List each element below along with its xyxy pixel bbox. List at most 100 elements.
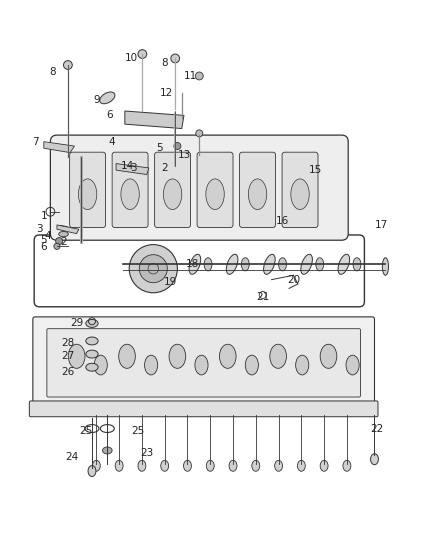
- Ellipse shape: [86, 364, 98, 371]
- Ellipse shape: [189, 254, 201, 274]
- Text: 12: 12: [160, 88, 173, 99]
- Ellipse shape: [346, 355, 359, 375]
- Ellipse shape: [296, 355, 309, 375]
- Text: 28: 28: [61, 338, 74, 348]
- Circle shape: [174, 142, 181, 150]
- Polygon shape: [44, 142, 74, 152]
- Ellipse shape: [226, 254, 238, 274]
- Circle shape: [54, 243, 60, 249]
- Text: 16: 16: [276, 215, 289, 225]
- Circle shape: [138, 50, 147, 59]
- Ellipse shape: [169, 344, 186, 368]
- Ellipse shape: [86, 337, 98, 345]
- Text: 22: 22: [370, 424, 383, 433]
- Text: 15: 15: [309, 165, 322, 175]
- Ellipse shape: [275, 461, 283, 471]
- Text: 25: 25: [79, 426, 92, 436]
- Ellipse shape: [121, 179, 139, 209]
- FancyBboxPatch shape: [47, 329, 360, 397]
- Ellipse shape: [371, 454, 378, 465]
- Ellipse shape: [301, 254, 312, 274]
- Text: 13: 13: [177, 150, 191, 160]
- Ellipse shape: [279, 258, 286, 271]
- Circle shape: [129, 245, 177, 293]
- Ellipse shape: [206, 179, 224, 209]
- Circle shape: [196, 130, 203, 137]
- Ellipse shape: [297, 461, 305, 471]
- Ellipse shape: [252, 461, 260, 471]
- Ellipse shape: [119, 344, 135, 368]
- Ellipse shape: [94, 355, 107, 375]
- Ellipse shape: [163, 179, 182, 209]
- Ellipse shape: [167, 258, 175, 271]
- FancyBboxPatch shape: [33, 317, 374, 409]
- Ellipse shape: [320, 461, 328, 471]
- Circle shape: [139, 255, 167, 282]
- Ellipse shape: [88, 465, 96, 477]
- Ellipse shape: [241, 258, 249, 271]
- Text: 6: 6: [106, 110, 113, 120]
- Ellipse shape: [145, 355, 158, 375]
- Ellipse shape: [68, 344, 85, 368]
- Text: 27: 27: [61, 351, 74, 361]
- FancyBboxPatch shape: [240, 152, 276, 228]
- Text: 5: 5: [40, 235, 47, 245]
- FancyBboxPatch shape: [29, 401, 378, 417]
- FancyBboxPatch shape: [70, 152, 106, 228]
- Text: 17: 17: [374, 220, 388, 230]
- Text: 11: 11: [184, 71, 197, 81]
- FancyBboxPatch shape: [112, 152, 148, 228]
- Ellipse shape: [338, 254, 350, 274]
- Ellipse shape: [316, 258, 324, 271]
- Text: 4: 4: [45, 231, 52, 241]
- Polygon shape: [57, 225, 79, 233]
- Text: 29: 29: [70, 318, 83, 328]
- Ellipse shape: [229, 461, 237, 471]
- Ellipse shape: [184, 461, 191, 471]
- Text: 26: 26: [61, 367, 74, 377]
- Ellipse shape: [86, 350, 98, 358]
- Ellipse shape: [353, 258, 361, 271]
- FancyBboxPatch shape: [155, 152, 191, 228]
- Text: 8: 8: [49, 67, 56, 77]
- Text: 18: 18: [186, 260, 199, 269]
- Ellipse shape: [59, 231, 68, 237]
- Ellipse shape: [86, 319, 98, 327]
- Circle shape: [56, 238, 63, 245]
- Ellipse shape: [152, 254, 163, 274]
- Text: 3: 3: [130, 163, 137, 173]
- FancyBboxPatch shape: [50, 135, 348, 240]
- Ellipse shape: [204, 258, 212, 271]
- FancyBboxPatch shape: [282, 152, 318, 228]
- Ellipse shape: [78, 179, 97, 209]
- Text: 2: 2: [161, 163, 168, 173]
- Circle shape: [64, 61, 72, 69]
- Polygon shape: [116, 164, 149, 174]
- Text: 2: 2: [60, 237, 67, 247]
- Ellipse shape: [248, 179, 267, 209]
- Ellipse shape: [115, 461, 123, 471]
- Text: 14: 14: [120, 161, 134, 171]
- Text: 24: 24: [66, 452, 79, 462]
- Text: 4: 4: [108, 136, 115, 147]
- Text: 25: 25: [131, 426, 145, 436]
- Ellipse shape: [195, 355, 208, 375]
- Ellipse shape: [291, 179, 309, 209]
- Ellipse shape: [270, 344, 286, 368]
- Text: 23: 23: [140, 448, 153, 458]
- Text: 20: 20: [287, 274, 300, 285]
- Text: 10: 10: [125, 53, 138, 63]
- Text: 9: 9: [93, 95, 100, 105]
- Ellipse shape: [102, 447, 112, 454]
- Text: 6: 6: [40, 242, 47, 252]
- Ellipse shape: [206, 461, 214, 471]
- Text: 5: 5: [156, 143, 163, 154]
- Ellipse shape: [219, 344, 236, 368]
- Ellipse shape: [320, 344, 337, 368]
- Text: 21: 21: [256, 292, 269, 302]
- Ellipse shape: [264, 254, 275, 274]
- Ellipse shape: [245, 355, 258, 375]
- Ellipse shape: [138, 461, 146, 471]
- FancyBboxPatch shape: [197, 152, 233, 228]
- Text: 1: 1: [40, 211, 47, 221]
